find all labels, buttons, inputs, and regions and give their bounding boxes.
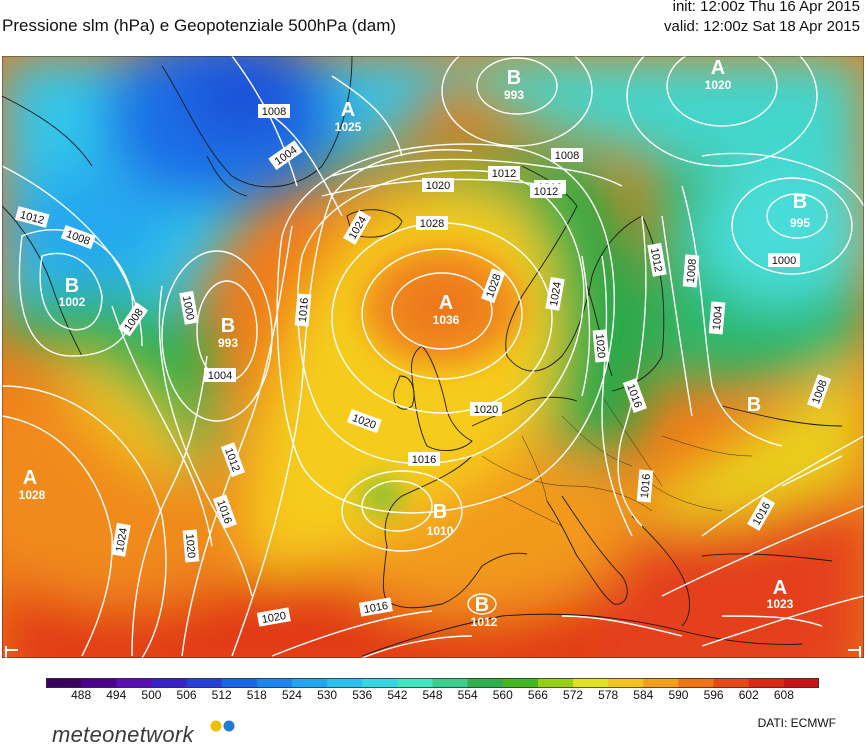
colorbar-swatch [291, 678, 328, 688]
svg-text:1020: 1020 [593, 333, 607, 358]
weather-map: A 1025 B 993 A 1020 B 995 B 1002 B 993 A… [2, 56, 864, 658]
map-title: Pressione slm (hPa) e Geopotenziale 500h… [2, 16, 397, 35]
colorbar-tick-label: 566 [527, 688, 548, 702]
center-value: 1020 [705, 78, 732, 92]
svg-text:1004: 1004 [208, 370, 232, 382]
center-letter: A [773, 577, 787, 599]
colorbar-tick-label: 602 [738, 688, 759, 702]
colorbar-swatch [467, 678, 504, 688]
colorbar-tick-label: 560 [492, 688, 513, 702]
center-value: 1012 [471, 615, 498, 629]
colorbar-tick-label: 548 [422, 688, 443, 702]
colorbar-swatch [573, 678, 609, 688]
center-letter: A [439, 292, 453, 314]
center-letter: B [475, 594, 489, 616]
colorbar-swatch [327, 678, 363, 688]
colorbar-tick-label: 530 [317, 688, 338, 702]
colorbar-swatch [186, 678, 223, 688]
svg-text:1000: 1000 [180, 295, 196, 321]
colorbar-tick-label: 572 [563, 688, 584, 702]
center-letter: A [711, 57, 725, 79]
center-value: 1002 [59, 295, 86, 309]
colorbar-tick-label: 584 [633, 688, 654, 702]
svg-text:1008: 1008 [555, 150, 579, 162]
brand-dots-icon [208, 718, 238, 732]
colorbar-swatch [643, 678, 679, 688]
colorbar-tick-label: 494 [106, 688, 127, 702]
colorbar-swatch [397, 678, 433, 688]
svg-text:1020: 1020 [183, 533, 197, 558]
coastlines [2, 56, 843, 657]
colorbar-swatch [537, 678, 574, 688]
center-letter: B [433, 501, 447, 523]
colorbar-tick-label: 518 [246, 688, 267, 702]
colorbar-tick-label: 512 [211, 688, 232, 702]
brand-logo: meteonetwork [52, 722, 194, 747]
colorbar-tick-label: 488 [71, 688, 92, 702]
svg-text:1008: 1008 [685, 258, 699, 283]
svg-text:1016: 1016 [363, 600, 389, 616]
colorbar-swatch [502, 678, 539, 688]
center-value: 1023 [767, 597, 794, 611]
colorbar-swatch [116, 678, 152, 688]
svg-text:1012: 1012 [534, 186, 558, 198]
svg-text:1000: 1000 [772, 255, 796, 267]
colorbar-tick-label: 524 [281, 688, 302, 702]
colorbar-tick-label: 506 [176, 688, 197, 702]
colorbar-swatch [151, 678, 188, 688]
colorbar-tick-label: 542 [387, 688, 408, 702]
center-value: 1010 [427, 524, 454, 538]
svg-text:1008: 1008 [262, 106, 286, 118]
data-source: DATI: ECMWF [757, 716, 836, 730]
svg-text:1004: 1004 [711, 305, 725, 330]
center-letter: B [793, 191, 807, 213]
svg-text:1020: 1020 [426, 180, 450, 192]
colorbar-ticks: 488 494 500 506 512 518 524 530 536 542 548 554 560 5… [46, 688, 819, 704]
center-value: 993 [218, 336, 238, 350]
svg-text:1024: 1024 [548, 281, 564, 307]
svg-text:1016: 1016 [639, 473, 653, 498]
colorbar-swatch [46, 678, 82, 688]
center-letter: A [341, 99, 355, 121]
colorbar-tick-label: 554 [457, 688, 478, 702]
colorbar-swatch [256, 678, 293, 688]
colorbar-swatch [362, 678, 398, 688]
colorbar-tick-label: 536 [352, 688, 373, 702]
svg-text:1012: 1012 [492, 168, 516, 180]
colorbar-swatch [608, 678, 644, 688]
colorbar-swatch [81, 678, 117, 688]
init-time: init: 12:00z Thu 16 Apr 2015 [672, 0, 860, 15]
svg-text:1016: 1016 [297, 297, 311, 322]
colorbar-tick-label: 596 [703, 688, 724, 702]
center-letter: B [65, 275, 79, 297]
colorbar-swatch [221, 678, 258, 688]
svg-text:1012: 1012 [648, 247, 664, 273]
center-value: 1028 [19, 488, 46, 502]
colorbar-tick-label: 500 [141, 688, 162, 702]
svg-text:1020: 1020 [261, 610, 287, 626]
colorbar-swatch [783, 678, 820, 688]
svg-text:1024: 1024 [114, 527, 130, 553]
colorbar-tick-label: 608 [773, 688, 794, 702]
colorbar [46, 675, 820, 688]
svg-text:1020: 1020 [474, 404, 498, 416]
svg-text:1028: 1028 [420, 218, 444, 230]
colorbar-swatch [432, 678, 469, 688]
center-value: 1025 [335, 120, 362, 134]
center-letter: B [747, 394, 761, 416]
colorbar-tick-label: 578 [598, 688, 619, 702]
center-value: 995 [790, 216, 810, 230]
center-value: 1036 [433, 313, 460, 327]
svg-text:1016: 1016 [412, 454, 436, 466]
center-letter: B [221, 315, 235, 337]
center-value: 993 [504, 88, 524, 102]
colorbar-swatch [678, 678, 715, 688]
colorbar-tick-label: 590 [668, 688, 689, 702]
pressure-centers: A 1025 B 993 A 1020 B 995 B 1002 B 993 A… [19, 57, 811, 629]
center-letter: B [507, 67, 521, 89]
center-letter: A [23, 467, 37, 489]
colorbar-swatch [713, 678, 750, 688]
valid-time: valid: 12:00z Sat 18 Apr 2015 [664, 18, 860, 35]
colorbar-swatch [748, 678, 785, 688]
